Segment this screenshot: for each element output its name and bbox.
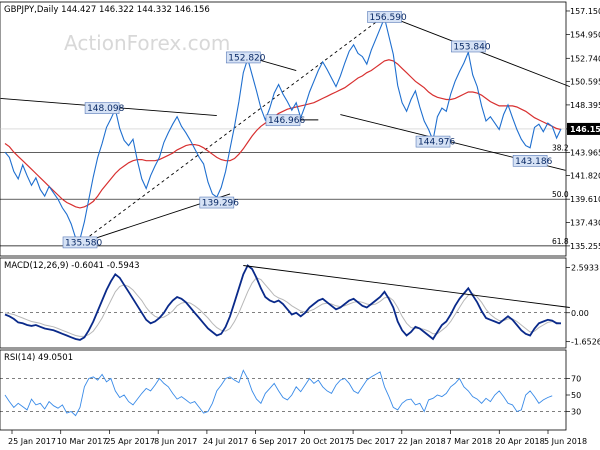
price-annotation-box	[451, 40, 486, 53]
price-y-tick-label: 157.150	[570, 7, 600, 16]
macd-y-tick-label: -1.6526	[571, 338, 600, 347]
macd-panel: MACD(12,26,9) -0.6041 -0.5943 2.5933 0.00…	[0, 257, 600, 349]
x-tick-label: 20 Apr 2018	[495, 437, 544, 446]
price-panel: GBPJPY,Daily 144.427 146.322 144.332 146…	[0, 1, 600, 257]
macd-y-tick-label: 2.5933	[571, 263, 599, 272]
x-tick-label: 8 Jun 2017	[154, 437, 197, 446]
price-annotation-box	[199, 196, 235, 209]
x-tick-label: 24 Jul 2017	[203, 437, 248, 446]
last-price-box	[567, 122, 600, 135]
macd-label: MACD(12,26,9) -0.6041 -0.5943	[4, 261, 140, 271]
rsi-label: RSI(14) 49.0501	[4, 353, 73, 363]
x-tick-label: 25 Jan 2017	[8, 437, 56, 446]
rsi-panel: RSI(14) 49.0501 70 50 30	[0, 349, 581, 431]
price-annotation-label: 135.580	[65, 238, 102, 248]
macd-signal-line	[4, 277, 562, 337]
price-annotation-box	[84, 102, 120, 114]
x-tick-label: 22 Jan 2018	[398, 437, 446, 446]
price-y-tick-label: 150.595	[570, 77, 600, 86]
chart-header: GBPJPY,Daily 144.427 146.322 144.332 146…	[4, 5, 210, 15]
watermark: ActionForex.com	[64, 31, 230, 55]
price-annotation-label: 153.840	[453, 42, 490, 52]
x-tick-label: 5 Dec 2017	[349, 437, 395, 446]
macd-y-tick-label: 0.00	[571, 309, 589, 318]
price-annotation-label: 152.820	[228, 53, 265, 63]
price-annotation-box	[265, 114, 301, 127]
x-tick-label: 20 Oct 2017	[300, 437, 349, 446]
price-y-tick-label: 135.255	[570, 242, 600, 251]
rsi-y-tick-label: 50	[571, 391, 581, 400]
price-annotation-box	[225, 51, 261, 64]
fib-level-label: 50.0	[552, 190, 569, 199]
rsi-line	[4, 369, 553, 417]
rsi-panel-frame	[0, 349, 567, 431]
price-y-tick-label: 137.430	[570, 219, 600, 228]
price-y-tick-label: 141.820	[570, 171, 600, 180]
fib-level-label: 38.2	[552, 143, 569, 152]
price-y-tick-label: 152.740	[570, 54, 600, 63]
price-annotation-box	[367, 11, 402, 23]
x-tick-label: 7 Mar 2018	[447, 437, 493, 446]
x-tick-label: 10 Mar 2017	[57, 437, 108, 446]
price-y-tick-label: 154.950	[570, 31, 600, 40]
x-tick-label: 5 Jun 2018	[544, 437, 587, 446]
price-y-tick-label: 143.965	[570, 148, 600, 157]
price-annotation-box	[62, 236, 98, 249]
price-annotation-box	[415, 135, 451, 148]
price-line	[4, 16, 562, 240]
price-annotation-label: 144.976	[418, 138, 455, 148]
x-tick-label: 6 Sep 2017	[252, 437, 298, 446]
price-y-tick-label: 148.395	[570, 101, 600, 110]
rsi-y-tick-label: 30	[571, 408, 581, 417]
rsi-y-tick-label: 70	[571, 375, 581, 384]
macd-line	[4, 264, 561, 341]
price-y-tick-label: 146.156	[570, 125, 600, 134]
fib-level-label: 61.8	[552, 237, 569, 246]
price-annotation-label: 156.590	[369, 13, 406, 23]
price-y-tick-label: 139.610	[570, 195, 600, 204]
x-tick-label: 25 Apr 2017	[105, 437, 154, 446]
price-annotation-label: 139.296	[202, 199, 239, 209]
price-annotation-label: 146.966	[268, 116, 305, 126]
price-annotation-box	[512, 155, 548, 167]
price-annotation-label: 143.186	[515, 157, 552, 167]
price-annotation-label: 148.098	[87, 104, 124, 114]
moving-average-line	[4, 59, 562, 209]
macd-trend-line	[243, 265, 570, 308]
macd-panel-frame	[0, 257, 567, 349]
